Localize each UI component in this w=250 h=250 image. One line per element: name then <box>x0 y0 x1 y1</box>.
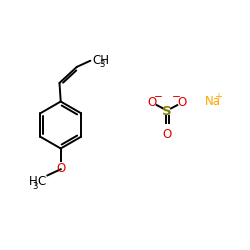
Text: O: O <box>147 96 156 109</box>
Text: Na: Na <box>205 94 221 108</box>
Text: CH: CH <box>92 54 109 67</box>
Text: S: S <box>162 105 172 118</box>
Text: 3: 3 <box>32 182 38 190</box>
Text: O: O <box>178 96 187 109</box>
Text: C: C <box>38 175 46 188</box>
Text: +: + <box>215 92 223 100</box>
Text: H: H <box>29 175 38 188</box>
Text: O: O <box>162 128 172 140</box>
Text: −: − <box>172 92 180 102</box>
Text: 3: 3 <box>100 60 105 69</box>
Text: −: − <box>154 92 162 102</box>
Text: O: O <box>56 162 65 175</box>
